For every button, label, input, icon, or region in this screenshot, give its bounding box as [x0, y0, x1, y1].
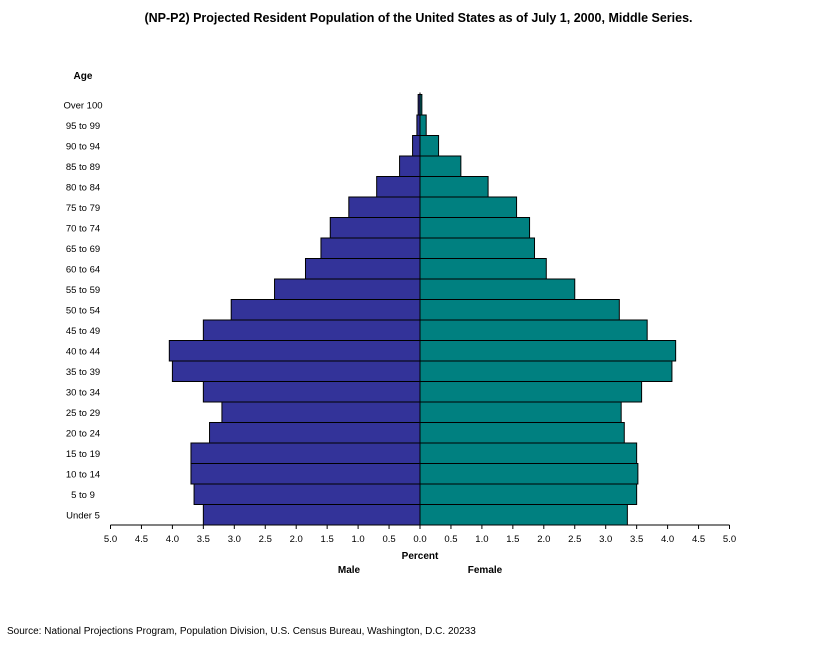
male-bar — [209, 422, 421, 444]
male-bar — [190, 463, 421, 485]
category-label: 10 to 14 — [66, 469, 100, 480]
x-tick-label: 3.0 — [228, 534, 241, 545]
category-label: 65 to 69 — [66, 244, 100, 255]
population-pyramid-chart: 5.0 4.5 4.0 3.5 3.0 2.5 2.0 1.5 1.0 0.5 0.0 0.5 1.0 1… — [63, 71, 736, 576]
male-bar — [274, 278, 421, 300]
category-label: 35 to 39 — [66, 367, 100, 378]
x-tick-label: 4.0 — [166, 534, 179, 545]
male-bar — [190, 442, 421, 464]
x-tick-label: 5.0 — [723, 534, 736, 545]
category-label: Under 5 — [66, 510, 100, 521]
female-bar — [419, 155, 462, 177]
female-bar — [419, 319, 648, 341]
male-bar — [348, 196, 421, 218]
male-bar — [202, 319, 421, 341]
x-axis: 5.0 4.5 4.0 3.5 3.0 2.5 2.0 1.5 1.0 0.5 0.0 0.5 1.0 1… — [104, 92, 736, 545]
male-series-label: Male — [338, 565, 361, 576]
x-tick-label: 4.5 — [692, 534, 705, 545]
category-label: 70 to 74 — [66, 223, 100, 234]
female-bar — [419, 401, 622, 423]
female-bar — [419, 217, 531, 239]
x-tick-label: 0.5 — [382, 534, 395, 545]
male-bar — [221, 401, 421, 423]
male-bar — [171, 360, 421, 382]
male-bar — [193, 483, 421, 505]
male-bar — [376, 176, 421, 198]
category-label: 80 to 84 — [66, 182, 100, 193]
x-tick-label: 2.5 — [259, 534, 272, 545]
female-bar — [419, 504, 628, 526]
source-note: Source: National Projections Program, Po… — [7, 626, 476, 637]
female-bar — [419, 258, 547, 280]
category-label: 40 to 44 — [66, 346, 100, 357]
male-bar — [202, 381, 421, 403]
female-series-label: Female — [468, 565, 503, 576]
category-label: 50 to 54 — [66, 305, 100, 316]
female-bar — [419, 422, 625, 444]
x-axis-title: Percent — [402, 551, 439, 562]
female-bar — [419, 176, 489, 198]
category-label: 95 to 99 — [66, 121, 100, 132]
female-bar — [419, 381, 643, 403]
category-label: 60 to 64 — [66, 264, 100, 275]
male-bar — [168, 340, 421, 362]
female-bar — [419, 237, 536, 259]
x-tick-label: 2.0 — [537, 534, 550, 545]
x-tick-label: 2.0 — [290, 534, 303, 545]
x-tick-label: 1.0 — [351, 534, 364, 545]
female-bar — [419, 196, 518, 218]
category-label: Over 100 — [63, 100, 102, 111]
x-tick-label: 0.5 — [444, 534, 457, 545]
female-bar — [419, 483, 638, 505]
male-bar — [230, 299, 421, 321]
category-labels: Under 5 5 to 9 10 to 14 15 to 19 20 to 24 25 … — [63, 100, 102, 521]
x-tick-label: 1.5 — [321, 534, 334, 545]
x-tick-label: 1.0 — [475, 534, 488, 545]
category-label: 5 to 9 — [71, 490, 95, 501]
category-label: 30 to 34 — [66, 387, 100, 398]
chart-title: (NP-P2) Projected Resident Population of… — [144, 11, 693, 25]
category-label: 15 to 19 — [66, 449, 100, 460]
male-bar — [320, 237, 421, 259]
female-bar — [419, 463, 639, 485]
female-bar — [419, 278, 576, 300]
female-bar — [419, 299, 620, 321]
x-tick-label: 4.5 — [135, 534, 148, 545]
male-bar — [399, 155, 421, 177]
male-bar — [304, 258, 421, 280]
male-bar — [202, 504, 421, 526]
y-axis-title: Age — [74, 71, 93, 82]
category-label: 25 to 29 — [66, 408, 100, 419]
x-tick-label: 4.0 — [661, 534, 674, 545]
category-label: 85 to 89 — [66, 162, 100, 173]
category-label: 20 to 24 — [66, 428, 100, 439]
female-bar — [419, 442, 638, 464]
category-label: 55 to 59 — [66, 285, 100, 296]
male-bar — [329, 217, 421, 239]
x-tick-label: 3.0 — [599, 534, 612, 545]
female-bar — [419, 114, 427, 136]
x-tick-label: 0.0 — [413, 534, 426, 545]
male-bar — [412, 135, 421, 157]
x-tick-label: 3.5 — [630, 534, 643, 545]
female-bar — [419, 340, 677, 362]
category-label: 90 to 94 — [66, 141, 100, 152]
x-tick-label: 1.5 — [506, 534, 519, 545]
x-tick-label: 5.0 — [104, 534, 117, 545]
female-bar — [419, 360, 673, 382]
category-label: 45 to 49 — [66, 326, 100, 337]
bars-layer — [168, 94, 677, 526]
category-label: 75 to 79 — [66, 203, 100, 214]
x-tick-label: 3.5 — [197, 534, 210, 545]
x-tick-label: 2.5 — [568, 534, 581, 545]
female-bar — [419, 135, 440, 157]
